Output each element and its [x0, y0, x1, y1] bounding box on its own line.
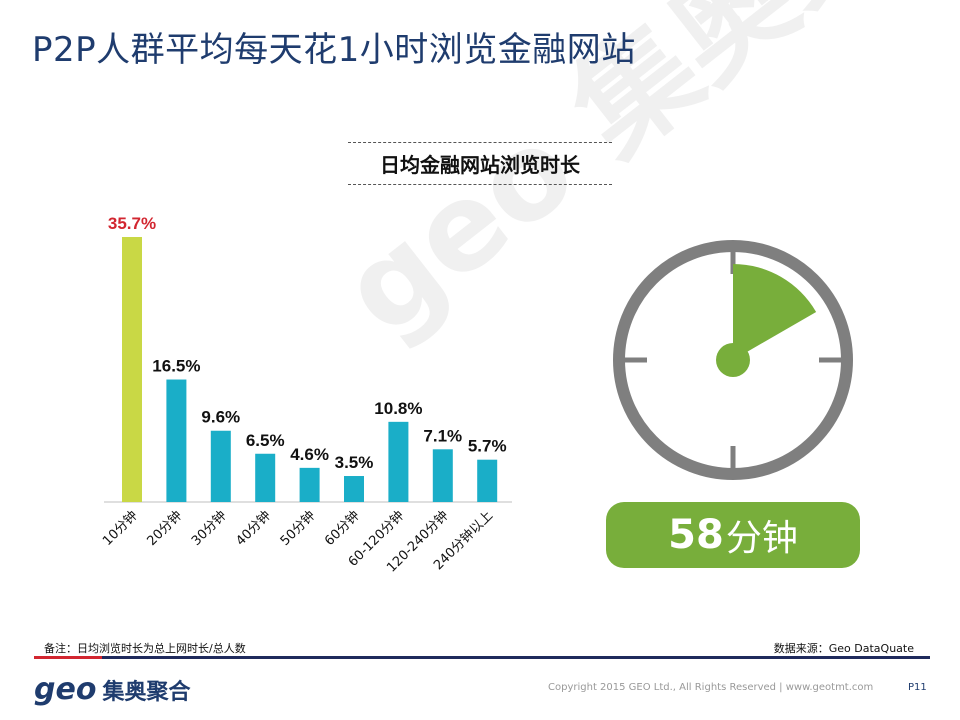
bar-2	[166, 379, 187, 502]
bar-value-label-3: 9.6%	[201, 408, 240, 427]
minutes-badge: 58 分钟	[606, 502, 860, 568]
bar-value-label-2: 16.5%	[152, 357, 200, 376]
logo-text: 集奥聚合	[102, 680, 191, 705]
chart-title: 日均金融网站浏览时长	[380, 153, 580, 177]
page-title: P2P人群平均每天花1小时浏览金融网站	[32, 30, 636, 70]
bar-6	[344, 476, 364, 502]
clock-graphic	[600, 226, 870, 500]
footnote: 备注：日均浏览时长为总上网时长/总人数	[44, 642, 246, 655]
bar-value-label-5: 4.6%	[290, 445, 329, 464]
clock-minute-wedge	[733, 264, 817, 360]
company-logo: geo 集奥聚合	[34, 672, 190, 707]
logo-geo: geo	[34, 672, 97, 707]
bar-8	[432, 449, 453, 502]
chart-title-box: 日均金融网站浏览时长	[348, 142, 612, 185]
minutes-value: 58	[668, 512, 724, 558]
bar-1	[122, 237, 142, 502]
footer-rule-accent	[34, 656, 102, 659]
bar-value-label-4: 6.5%	[246, 431, 285, 450]
x-tick-label-4: 40分钟	[233, 508, 274, 549]
clock-icon	[613, 240, 853, 480]
bar-9	[477, 459, 498, 502]
x-tick-label-2: 20分钟	[144, 508, 185, 549]
minutes-unit: 分钟	[725, 518, 798, 559]
bar-value-label-7: 10.8%	[374, 399, 422, 418]
x-tick-label-6: 60分钟	[321, 508, 362, 549]
bar-3	[210, 430, 231, 502]
bar-7	[388, 421, 409, 502]
data-source: 数据来源：Geo DataQuate	[773, 642, 914, 655]
bar-value-label-9: 5.7%	[468, 437, 507, 456]
page-number: P11	[908, 682, 927, 693]
x-tick-label-1: 10分钟	[99, 508, 140, 549]
bar-value-label-8: 7.1%	[423, 426, 462, 445]
copyright: Copyright 2015 GEO Ltd., All Rights Rese…	[548, 682, 874, 693]
bar-chart: 35.7% 10分钟 16.5% 20分钟 9.6% 30分钟 6.5% 40分钟 4.6% 50…	[99, 214, 512, 576]
x-tick-label-3: 30分钟	[188, 508, 229, 549]
bar-5	[299, 467, 320, 502]
bar-4	[255, 453, 276, 502]
bar-value-label-6: 3.5%	[335, 453, 374, 472]
bar-value-label-1: 35.7%	[108, 214, 156, 233]
x-tick-label-5: 50分钟	[277, 508, 318, 549]
clock-center	[716, 343, 750, 377]
footer-rule	[102, 656, 930, 659]
